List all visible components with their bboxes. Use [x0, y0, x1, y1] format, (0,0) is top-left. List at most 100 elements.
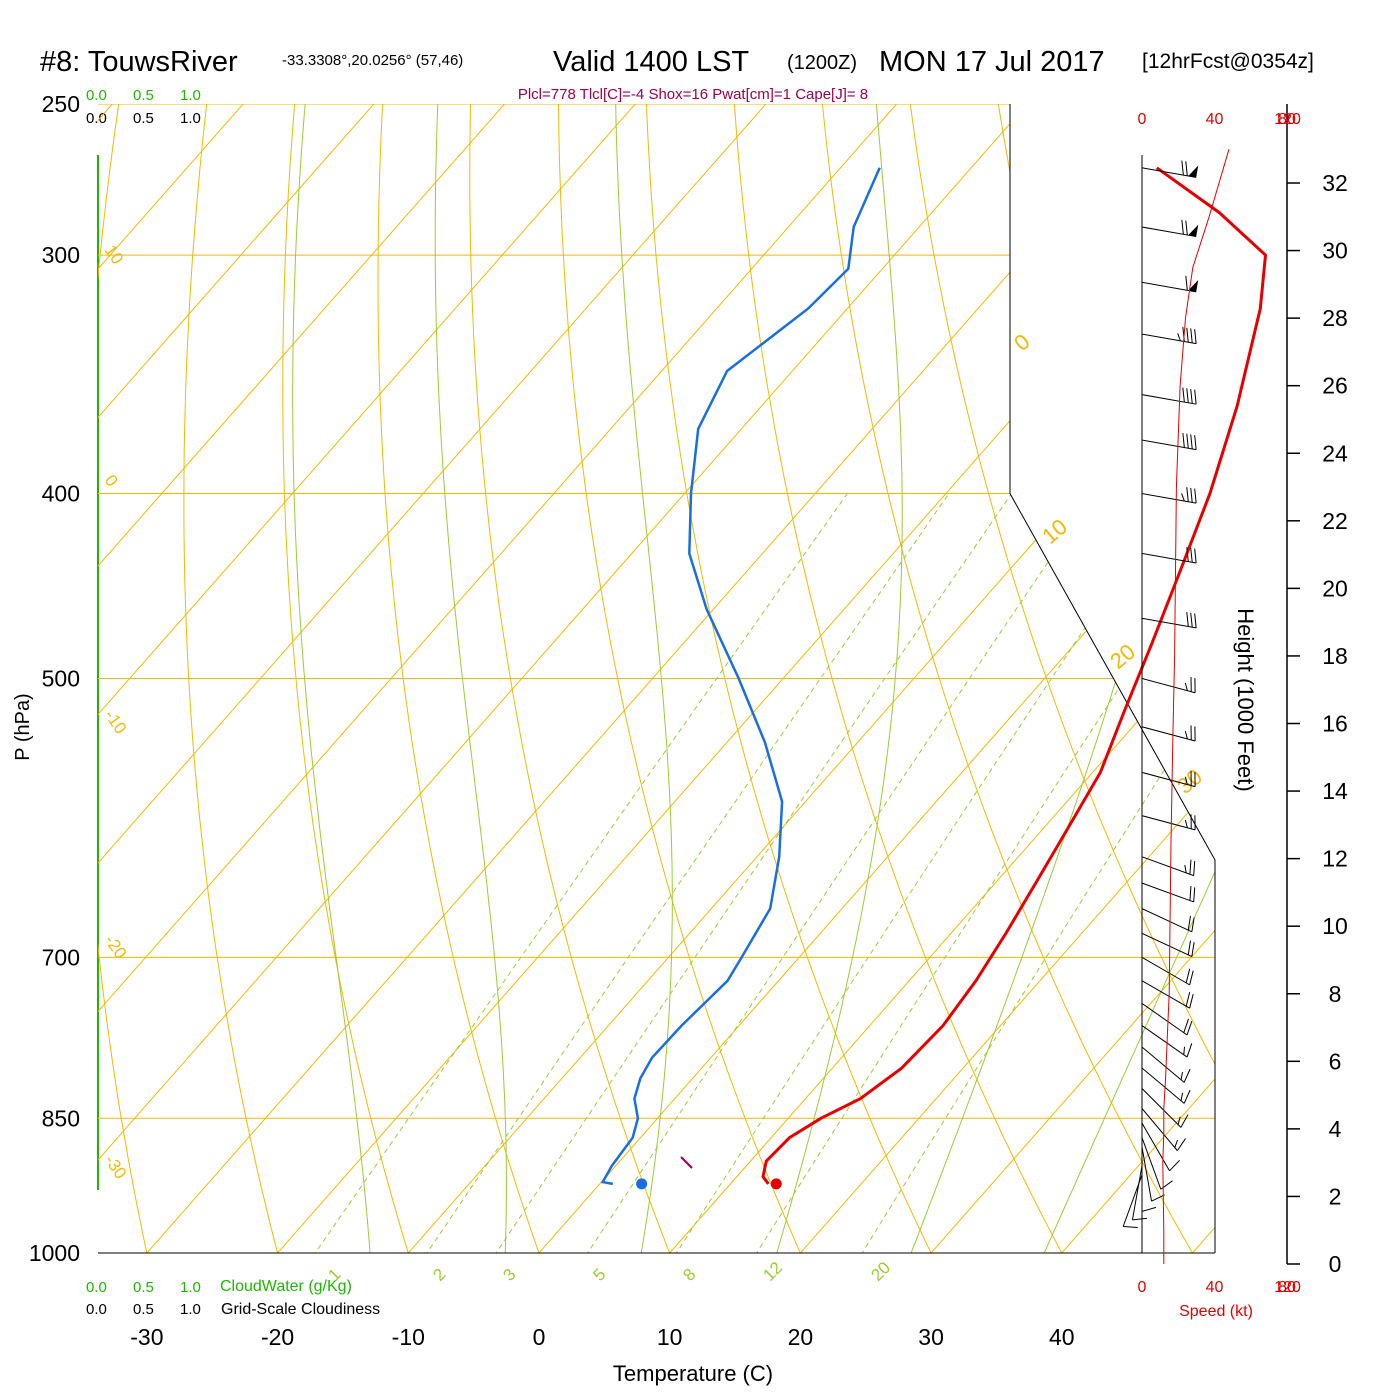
- parcel-segment: [680, 1156, 693, 1169]
- cloud-legend-bottom: 0.0 0.5 1.0 CloudWater (g/Kg) 0.0 0.5 1.…: [86, 1278, 380, 1318]
- height-tick-label: 8: [1329, 981, 1342, 1007]
- dry-adiabat: [282, 104, 422, 1253]
- speed-line: [1162, 149, 1230, 1264]
- dry-adiabat-label: -10: [101, 706, 131, 737]
- dry-adiabat: [1341, 70, 1400, 1293]
- wind-barb: [1141, 1003, 1193, 1036]
- isotherm-line: [98, 104, 1058, 1253]
- wind-barb: [1141, 882, 1196, 903]
- dry-adiabat: [731, 104, 1085, 1253]
- wind-barb: [1141, 1025, 1193, 1058]
- dry-adiabat: [905, 104, 1215, 1253]
- cloud-scale-green-0b: 0.0: [86, 1279, 107, 1296]
- moist-adiabat: [614, 104, 673, 1253]
- speed-tick-label-top: 120: [1274, 111, 1301, 128]
- dewpoint-line: [600, 167, 881, 1186]
- x-tick-label: 30: [918, 1324, 944, 1350]
- height-axis-title: Height (1000 Feet): [1233, 608, 1258, 791]
- height-tick-label: 18: [1322, 643, 1348, 669]
- valid-time: Valid 1400 LST: [553, 46, 749, 78]
- wind-barb: [1141, 980, 1194, 1009]
- speed-tick-label-bottom: 40: [1206, 1279, 1224, 1296]
- speed-tick-label-bottom: 0: [1138, 1279, 1147, 1296]
- pressure-tick-label: 400: [42, 481, 80, 507]
- cloud-scale-green-1b: 0.5: [133, 1279, 154, 1296]
- wind-barb: [1141, 932, 1195, 958]
- sounding-indices: Plcl=778 Tlcl[C]=-4 Shox=16 Pwat[cm]=1 C…: [518, 86, 868, 103]
- surface-temperature-dot: [770, 1178, 782, 1190]
- mixing-ratio-line: [649, 493, 1175, 1253]
- pressure-tick-label: 1000: [29, 1240, 80, 1266]
- dry-adiabat: [1166, 104, 1215, 1253]
- x-axis-title: Temperature (C): [613, 1361, 773, 1386]
- height-tick-label: 12: [1322, 846, 1348, 872]
- height-tick-label: 0: [1329, 1251, 1342, 1277]
- sounding-profiles: [600, 166, 1268, 1190]
- dry-adiabat: [469, 104, 687, 1253]
- wind-barb: [1141, 856, 1196, 877]
- dry-adiabat: [0, 70, 37, 1293]
- wind-barb: [1141, 547, 1197, 564]
- dry-adiabat: [557, 104, 820, 1253]
- dry-adiabat: [377, 104, 554, 1253]
- moist-adiabat: [434, 104, 507, 1253]
- cloud-scale-black-2b: 1.0: [180, 1301, 201, 1318]
- plot-frame: [98, 104, 1216, 1254]
- moist-adiabat: [895, 104, 1215, 1253]
- cloud-scale-black-0: 0.0: [86, 110, 107, 127]
- mixing-ratio-line: [468, 493, 1013, 1253]
- mixing-ratio-label: 12: [759, 1258, 786, 1285]
- x-tick-label: 0: [533, 1324, 546, 1350]
- wind-barb: [1141, 814, 1196, 831]
- isotherm-line: [98, 104, 927, 1253]
- forecast-info: [12hrFcst@0354z]: [1142, 50, 1314, 73]
- cloud-scale-green-0: 0.0: [86, 87, 107, 104]
- wind-barb: [1141, 1146, 1165, 1202]
- isotherm-line: [503, 104, 1215, 1253]
- dry-adiabat-label: -30: [101, 1151, 131, 1182]
- wind-barb: [1141, 219, 1199, 238]
- forecast-date: MON 17 Jul 2017: [879, 46, 1105, 78]
- speed-tick-label-top: 80: [1278, 111, 1296, 128]
- wind-barb: [1141, 1046, 1191, 1083]
- wind-barb: [1141, 956, 1194, 986]
- dry-adiabat-label: 0: [101, 471, 122, 490]
- speed-tick-label-bottom: 80: [1278, 1279, 1296, 1296]
- wind-barbs: [1122, 155, 1199, 1253]
- speed-tick-label-top: 40: [1206, 111, 1224, 128]
- cloud-legend-top: 0.0 0.5 1.0 0.0 0.5 1.0: [86, 87, 201, 127]
- temperature-line: [761, 166, 1268, 1185]
- wind-barb: [1141, 771, 1196, 788]
- height-tick-label: 32: [1322, 170, 1348, 196]
- axes: -30 -20 -10 0 10 20 30 402503004005007008501000…: [29, 91, 1348, 1350]
- moist-adiabat: [292, 104, 374, 1253]
- mixing-ratio-label: 5: [589, 1265, 609, 1285]
- cloud-scale-black-0b: 0.0: [86, 1301, 107, 1318]
- wind-barb: [1141, 1122, 1180, 1172]
- dry-adiabat-label: 10: [101, 241, 127, 267]
- isotherm-line: [98, 104, 404, 1253]
- isotherm-line: [98, 104, 535, 1253]
- pressure-tick-label: 250: [42, 91, 80, 117]
- cloud-scale-black-1b: 0.5: [133, 1301, 154, 1318]
- speed-axis-title: Speed (kt): [1179, 1303, 1253, 1320]
- height-tick-label: 4: [1329, 1116, 1342, 1142]
- cloud-water-label: CloudWater (g/Kg): [220, 1278, 352, 1295]
- x-tick-label: 10: [657, 1324, 683, 1350]
- moist-adiabat-label: 10: [1037, 514, 1072, 549]
- pressure-tick-label: 500: [42, 666, 80, 692]
- height-tick-label: 14: [1322, 778, 1348, 804]
- dry-adiabat: [183, 104, 289, 1253]
- wind-barb: [1141, 908, 1195, 933]
- station-coords: -33.3308°,20.0256° (57,46): [282, 52, 463, 69]
- wind-barb: [1141, 1108, 1186, 1151]
- y-axis-title: P (hPa): [12, 693, 34, 760]
- wind-barb: [1141, 160, 1199, 178]
- height-tick-label: 28: [1322, 305, 1348, 331]
- height-tick-label: 6: [1329, 1048, 1342, 1074]
- height-tick-label: 30: [1322, 238, 1348, 264]
- isotherm-line: [1156, 104, 1215, 1253]
- pressure-tick-label: 700: [42, 944, 80, 970]
- dry-adiabat: [644, 104, 952, 1253]
